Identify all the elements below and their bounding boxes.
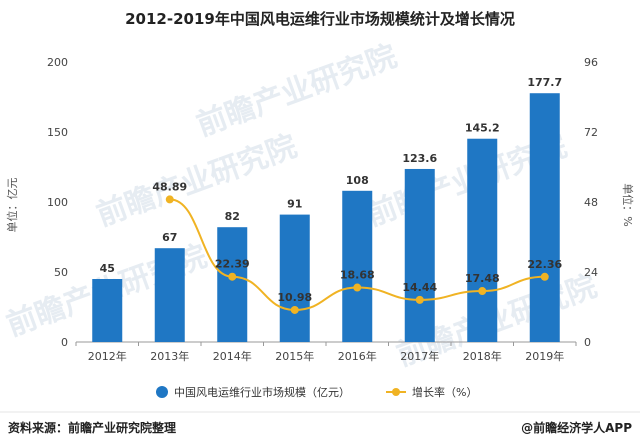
line-series: [165, 195, 549, 314]
bar: [529, 93, 560, 342]
y-tick-label: 200: [47, 56, 68, 69]
y-tick-label: 50: [54, 266, 68, 279]
line-point: [165, 195, 174, 204]
bar: [342, 190, 373, 342]
watermark-text: 前瞻产业研究院: [192, 39, 401, 144]
line-value-label: 18.68: [340, 269, 375, 282]
x-tick-label: 2012年: [88, 349, 127, 363]
y2-tick-label: 24: [584, 266, 598, 279]
bar-value-labels: 45 67 82 91 108 123.6 145.2 177.7: [100, 76, 563, 275]
line-value-label: 22.39: [215, 258, 250, 271]
y2-tick-label: 0: [584, 336, 591, 349]
bar: [467, 138, 498, 342]
legend-line-label: 增长率（%）: [412, 385, 477, 399]
line-point: [478, 287, 487, 296]
bar: [217, 227, 248, 342]
y-tick-label: 150: [47, 126, 68, 139]
bar: [279, 214, 310, 342]
bar-value-label: 67: [162, 231, 177, 244]
y2-axis-ticks: 0 24 48 72 96: [584, 56, 598, 349]
footer-source: 资料来源：前瞻产业研究院整理: [8, 420, 176, 435]
line-value-label: 14.44: [402, 281, 437, 294]
bar-value-label: 145.2: [465, 122, 500, 135]
bar: [404, 168, 435, 342]
bar-value-label: 123.6: [402, 152, 437, 165]
x-tick-label: 2016年: [338, 349, 377, 363]
bar-series: [92, 93, 560, 342]
line-point: [353, 283, 362, 292]
x-tick-label: 2013年: [150, 349, 189, 363]
y2-tick-label: 96: [584, 56, 598, 69]
line-point: [290, 305, 299, 314]
chart-title: 2012-2019年中国风电运维行业市场规模统计及增长情况: [125, 10, 515, 28]
y-tick-label: 100: [47, 196, 68, 209]
bar-value-label: 108: [346, 174, 369, 187]
x-tick-label: 2014年: [213, 349, 252, 363]
line-value-labels: 48.89 22.39 10.98 18.68 14.44 17.48 22.36: [152, 180, 562, 304]
y2-tick-label: 72: [584, 126, 598, 139]
line-value-label: 10.98: [277, 291, 312, 304]
line-point: [540, 272, 549, 281]
line-value-label: 22.36: [527, 258, 562, 271]
x-tick-label: 2015年: [275, 349, 314, 363]
x-tick-label: 2017年: [400, 349, 439, 363]
legend-bar-label: 中国风电运维行业市场规模（亿元）: [174, 385, 350, 399]
x-tick-label: 2019年: [525, 349, 564, 363]
y-tick-label: 0: [61, 336, 68, 349]
bar: [92, 279, 123, 342]
y2-tick-label: 48: [584, 196, 598, 209]
y-axis-ticks: 0 50 100 150 200: [47, 56, 68, 349]
line-point: [415, 295, 424, 304]
line-value-label: 48.89: [152, 180, 187, 193]
watermark-text: 前瞻产业研究院: [92, 129, 301, 234]
x-tick-label: 2018年: [463, 349, 502, 363]
legend-line-marker: [392, 388, 400, 396]
footer-brand: @前瞻经济学人APP: [521, 420, 632, 435]
bar-value-label: 82: [225, 210, 240, 223]
bar: [154, 248, 185, 342]
line-point: [228, 272, 237, 281]
bar-value-label: 177.7: [527, 76, 562, 89]
bar-value-label: 45: [100, 262, 115, 275]
legend-bar-swatch: [156, 386, 168, 398]
y2-axis-label: 单位：%: [621, 183, 635, 226]
y-axis-label: 单位：亿元: [5, 178, 19, 233]
legend: 中国风电运维行业市场规模（亿元） 增长率（%）: [156, 385, 477, 399]
line-value-label: 17.48: [465, 272, 500, 285]
bar-value-label: 91: [287, 198, 302, 211]
x-axis-ticks: 2012年 2013年 2014年 2015年 2016年 2017年 2018年 2019年: [75, 342, 577, 363]
